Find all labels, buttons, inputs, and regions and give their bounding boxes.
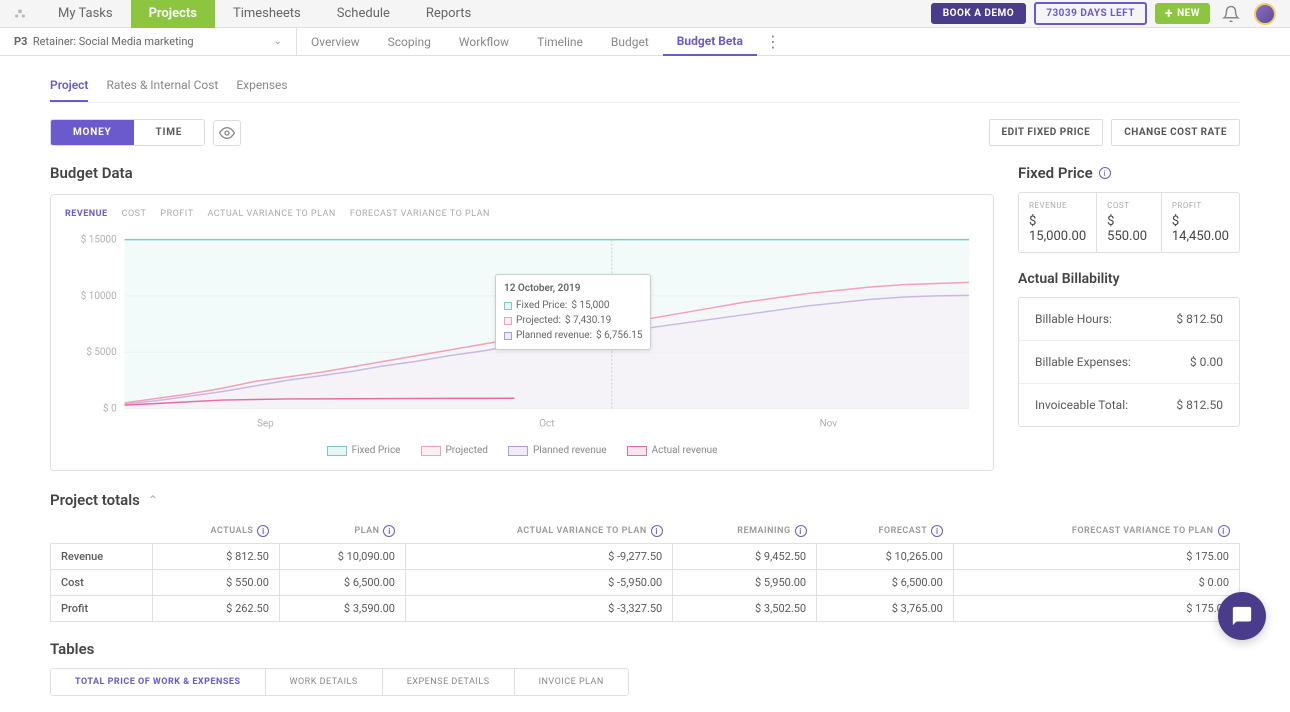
fp-cost: $ 550.00: [1107, 214, 1151, 244]
svg-text:$ 0: $ 0: [103, 403, 117, 414]
days-left-badge[interactable]: 73039 DAYS LEFT: [1034, 2, 1147, 25]
subnav-workflow[interactable]: Workflow: [445, 28, 523, 56]
tab-expenses[interactable]: Expenses: [236, 72, 287, 102]
table-row: Cost$ 550.00$ 6,500.00$ -5,950.00$ 5,950…: [51, 570, 1240, 596]
project-selector[interactable]: P3 Retainer: Social Media marketing ⌄: [0, 28, 297, 55]
top-nav: My Tasks Projects Timesheets Schedule Re…: [0, 0, 1290, 28]
chart-tab-forecast-var[interactable]: FORECAST VARIANCE TO PLAN: [350, 209, 490, 219]
tables-tab-expense[interactable]: EXPENSE DETAILS: [383, 669, 515, 695]
project-totals-table: ACTUALS iPLAN iACTUAL VARIANCE TO PLAN i…: [50, 519, 1240, 622]
project-sub-nav: P3 Retainer: Social Media marketing ⌄ Ov…: [0, 28, 1290, 56]
tables-tab-invoice[interactable]: INVOICE PLAN: [515, 669, 628, 695]
legend-projected: Projected: [446, 445, 488, 456]
info-icon[interactable]: i: [1218, 525, 1230, 537]
table-row: Profit$ 262.50$ 3,590.00$ -3,327.50$ 3,5…: [51, 596, 1240, 622]
fixed-price-title: Fixed Price: [1018, 164, 1093, 182]
legend-actual: Actual revenue: [652, 445, 718, 456]
project-totals-title: Project totals: [50, 491, 140, 509]
fp-revenue: $ 15,000.00: [1029, 214, 1086, 244]
info-icon[interactable]: i: [1099, 167, 1111, 179]
info-icon[interactable]: i: [931, 525, 943, 537]
tables-tab-total[interactable]: TOTAL PRICE OF WORK & EXPENSES: [51, 669, 266, 695]
tables-title: Tables: [50, 640, 1240, 658]
svg-text:Nov: Nov: [820, 418, 838, 429]
budget-chart-card: REVENUE COST PROFIT ACTUAL VARIANCE TO P…: [50, 194, 994, 471]
subnav-budget-beta[interactable]: Budget Beta: [663, 28, 757, 56]
edit-fixed-price-button[interactable]: EDIT FIXED PRICE: [989, 119, 1104, 146]
nav-schedule[interactable]: Schedule: [319, 0, 408, 28]
svg-text:$ 15000: $ 15000: [81, 235, 117, 246]
more-icon[interactable]: ⋮: [757, 32, 789, 51]
new-button[interactable]: +NEW: [1155, 3, 1210, 24]
svg-text:Sep: Sep: [257, 418, 274, 429]
budget-tabs: Project Rates & Internal Cost Expenses: [50, 72, 1240, 103]
chart-tab-actual-var[interactable]: ACTUAL VARIANCE TO PLAN: [207, 209, 335, 219]
svg-text:Oct: Oct: [539, 418, 554, 429]
notifications-icon[interactable]: [1222, 5, 1240, 23]
chevron-down-icon: ⌄: [274, 36, 282, 47]
info-icon[interactable]: i: [651, 525, 663, 537]
billable-hours-val: $ 812.50: [1176, 312, 1223, 326]
info-icon[interactable]: i: [795, 525, 807, 537]
tables-tab-work[interactable]: WORK DETAILS: [266, 669, 383, 695]
legend-fixed: Fixed Price: [352, 445, 401, 456]
toggle-time[interactable]: TIME: [134, 120, 205, 145]
book-demo-button[interactable]: BOOK A DEMO: [931, 3, 1027, 24]
chart-tab-cost[interactable]: COST: [122, 209, 147, 219]
invoiceable-total-val: $ 812.50: [1176, 398, 1223, 412]
billability-box: Billable Hours:$ 812.50 Billable Expense…: [1018, 297, 1240, 427]
nav-projects[interactable]: Projects: [131, 0, 215, 28]
billability-title: Actual Billability: [1018, 271, 1240, 287]
chart-tab-profit[interactable]: PROFIT: [160, 209, 193, 219]
visibility-button[interactable]: [213, 120, 241, 146]
info-icon[interactable]: i: [257, 525, 269, 537]
toggle-money[interactable]: MONEY: [51, 120, 134, 145]
svg-text:$ 5000: $ 5000: [86, 347, 117, 358]
subnav-budget[interactable]: Budget: [597, 28, 663, 56]
billable-expenses-val: $ 0.00: [1190, 355, 1223, 369]
fixed-price-summary: REVENUE$ 15,000.00 COST$ 550.00 PROFIT$ …: [1018, 192, 1240, 253]
table-row: Revenue$ 812.50$ 10,090.00$ -9,277.50$ 9…: [51, 544, 1240, 570]
tables-tabs: TOTAL PRICE OF WORK & EXPENSES WORK DETA…: [50, 668, 629, 696]
subnav-scoping[interactable]: Scoping: [374, 28, 445, 56]
fp-profit: $ 14,450.00: [1172, 214, 1229, 244]
svg-text:$ 10000: $ 10000: [81, 291, 117, 302]
nav-reports[interactable]: Reports: [408, 0, 489, 28]
nav-timesheets[interactable]: Timesheets: [215, 0, 319, 28]
change-cost-rate-button[interactable]: CHANGE COST RATE: [1111, 119, 1240, 146]
chevron-up-icon[interactable]: ⌃: [148, 493, 158, 507]
chart-tooltip: 12 October, 2019 Fixed Price: $ 15,000 P…: [495, 274, 651, 350]
money-time-toggle: MONEY TIME: [50, 119, 205, 146]
app-logo[interactable]: [0, 6, 40, 22]
budget-data-title: Budget Data: [50, 164, 994, 182]
chart-tab-revenue[interactable]: REVENUE: [65, 209, 108, 219]
subnav-timeline[interactable]: Timeline: [523, 28, 597, 56]
user-avatar[interactable]: [1254, 3, 1276, 25]
subnav-overview[interactable]: Overview: [297, 28, 374, 56]
tab-project[interactable]: Project: [50, 72, 88, 102]
nav-my-tasks[interactable]: My Tasks: [40, 0, 131, 28]
legend-planned: Planned revenue: [533, 445, 607, 456]
info-icon[interactable]: i: [383, 525, 395, 537]
tab-rates[interactable]: Rates & Internal Cost: [106, 72, 218, 102]
chat-button[interactable]: [1218, 592, 1266, 640]
